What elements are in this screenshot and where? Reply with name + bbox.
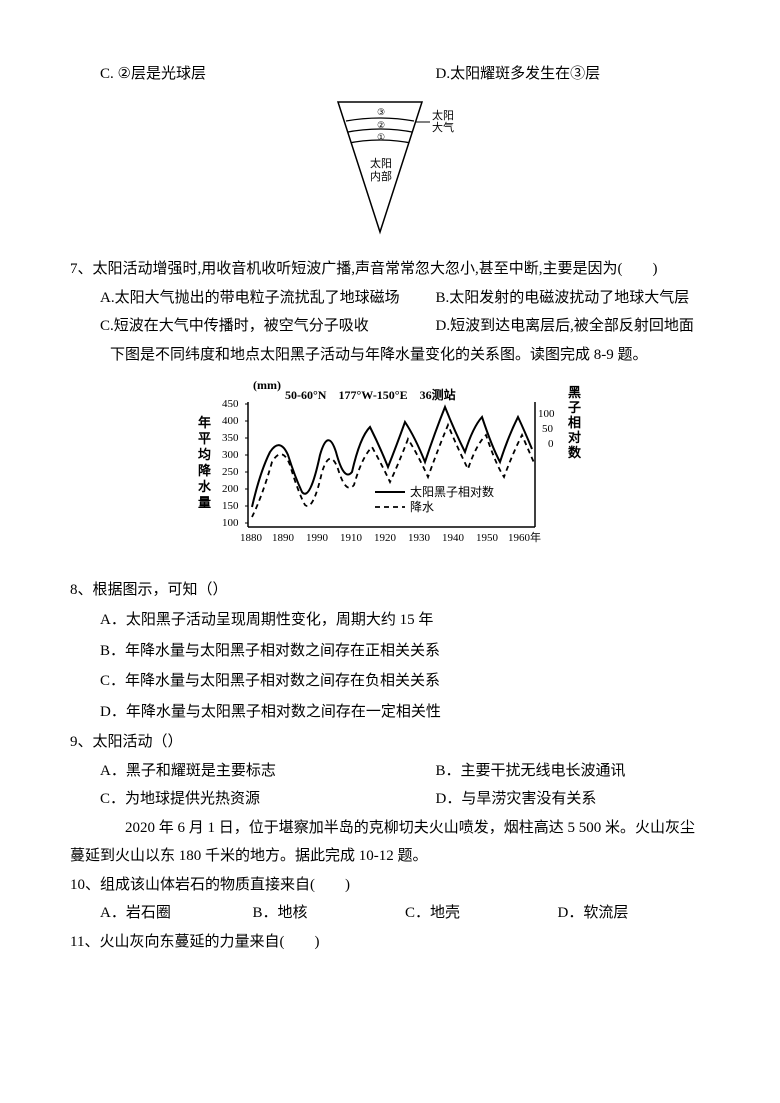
q9-option-a: A．黑子和耀斑是主要标志: [100, 757, 436, 786]
layer-1-label: ①: [377, 132, 385, 142]
q9-option-c: C．为地球提供光热资源: [100, 785, 436, 814]
sunspot-precipitation-chart: (mm) 50-60°N 177°W-150°E 36测站 年 平 均 降 水 …: [70, 377, 710, 568]
q7-option-b: B.太阳发射的电磁波扰动了地球大气层: [436, 284, 711, 313]
q6-option-c: C. ②层是光球层: [100, 60, 436, 89]
context-89: 下图是不同纬度和地点太阳黑子活动与年降水量变化的关系图。读图完成 8-9 题。: [110, 341, 710, 370]
y-left-label-1: 年: [198, 415, 211, 430]
sun-structure-diagram: ③ ② ① 太阳 大气 太阳 内部: [70, 97, 710, 248]
svg-text:平: 平: [198, 431, 211, 446]
q9-stem: 9、太阳活动（）: [70, 728, 710, 757]
context-1012-line2: 蔓延到火山以东 180 千米的地方。据此完成 10-12 题。: [70, 842, 710, 871]
q10-option-c: C．地壳: [405, 899, 558, 928]
y-left-tick-450: 450: [222, 398, 239, 410]
svg-text:250: 250: [222, 466, 239, 478]
svg-text:300: 300: [222, 449, 239, 461]
y-right-tick-100: 100: [538, 408, 555, 420]
q10-option-d: D．软流层: [558, 899, 711, 928]
q10-stem: 10、组成该山体岩石的物质直接来自( ): [70, 871, 710, 900]
q7-option-d: D.短波到达电离层后,被全部反射回地面: [436, 312, 711, 341]
chart-header: 50-60°N 177°W-150°E 36测站: [285, 387, 456, 402]
q10-option-b: B．地核: [253, 899, 406, 928]
svg-text:150: 150: [222, 500, 239, 512]
y-right-label-1: 黑: [568, 385, 581, 400]
q7-option-c: C.短波在大气中传播时，被空气分子吸收: [100, 312, 436, 341]
q8-option-d: D．年降水量与太阳黑子相对数之间存在一定相关性: [100, 698, 710, 727]
svg-text:400: 400: [222, 415, 239, 427]
svg-text:350: 350: [222, 432, 239, 444]
svg-text:大气: 大气: [432, 120, 454, 134]
q11-stem: 11、火山灰向东蔓延的力量来自( ): [70, 928, 710, 957]
layer-2-label: ②: [377, 120, 385, 130]
svg-text:100: 100: [222, 517, 239, 529]
svg-text:子: 子: [568, 400, 581, 415]
svg-text:相: 相: [568, 415, 581, 430]
svg-text:1910: 1910: [340, 532, 363, 544]
q9-option-b: B．主要干扰无线电长波通讯: [436, 757, 711, 786]
q8-option-a: A．太阳黑子活动呈现周期性变化，周期大约 15 年: [100, 606, 710, 635]
svg-text:对: 对: [568, 430, 581, 445]
svg-text:1990: 1990: [306, 532, 329, 544]
legend-sunspot: 太阳黑子相对数: [410, 484, 494, 499]
svg-text:1960年: 1960年: [508, 530, 541, 544]
context-1012-line1: 2020 年 6 月 1 日，位于堪察加半岛的克柳切夫火山喷发，烟柱高达 5 5…: [125, 814, 710, 843]
svg-text:1950: 1950: [476, 532, 499, 544]
x-tick-1880: 1880: [240, 532, 263, 544]
q9-option-d: D．与旱涝灾害没有关系: [436, 785, 711, 814]
svg-text:0: 0: [548, 438, 554, 450]
svg-text:量: 量: [198, 495, 211, 510]
svg-text:水: 水: [198, 479, 212, 494]
legend-precip: 降水: [410, 500, 434, 514]
q8-option-b: B．年降水量与太阳黑子相对数之间存在正相关关系: [100, 637, 710, 666]
svg-text:1890: 1890: [272, 532, 295, 544]
q7-stem: 7、太阳活动增强时,用收音机收听短波广播,声音常常忽大忽小,甚至中断,主要是因为…: [70, 255, 710, 284]
svg-text:1940: 1940: [442, 532, 465, 544]
q8-option-c: C．年降水量与太阳黑子相对数之间存在负相关关系: [100, 667, 710, 696]
svg-text:内部: 内部: [370, 169, 392, 183]
atmosphere-label: 太阳: [432, 109, 454, 122]
svg-text:降: 降: [198, 463, 212, 478]
svg-text:1930: 1930: [408, 532, 431, 544]
layer-3-label: ③: [377, 107, 385, 117]
y-unit-label: (mm): [253, 378, 281, 392]
svg-text:数: 数: [568, 445, 582, 460]
svg-text:均: 均: [198, 447, 211, 462]
interior-label: 太阳: [370, 157, 392, 170]
q6-option-d: D.太阳耀斑多发生在③层: [436, 60, 711, 89]
svg-text:50: 50: [542, 423, 554, 435]
q7-option-a: A.太阳大气抛出的带电粒子流扰乱了地球磁场: [100, 284, 436, 313]
q8-stem: 8、根据图示，可知（）: [70, 576, 710, 605]
q10-option-a: A．岩石圈: [100, 899, 253, 928]
svg-text:1920: 1920: [374, 532, 397, 544]
svg-text:200: 200: [222, 483, 239, 495]
